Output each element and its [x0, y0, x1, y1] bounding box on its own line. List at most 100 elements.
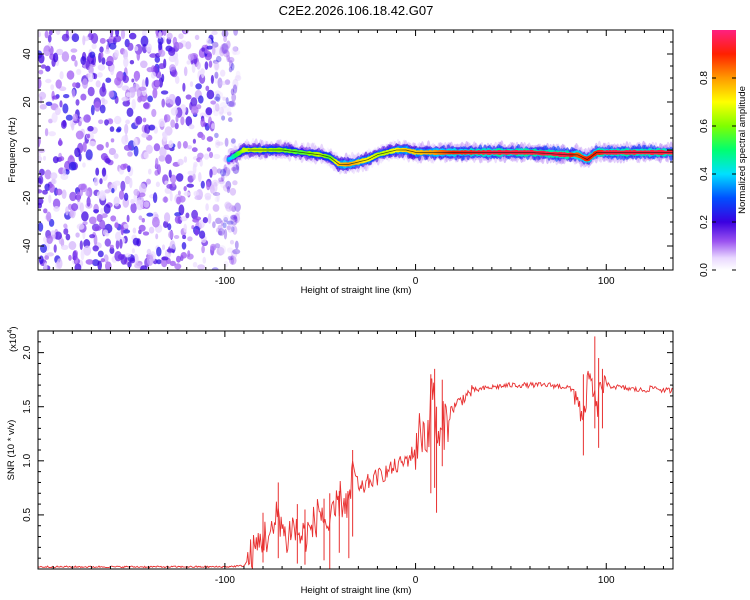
- noise-speckle: [145, 43, 152, 52]
- spectrogram-y-ticks: -40 -20 0 20 40: [22, 41, 673, 259]
- noise-speckle: [55, 30, 61, 35]
- colorbar-tick-label: 0.4: [699, 167, 710, 181]
- noise-speckle: [221, 115, 226, 121]
- noise-speckle: [90, 104, 95, 116]
- noise-speckle: [210, 243, 217, 251]
- noise-speckle: [105, 141, 109, 148]
- noise-speckle: [97, 64, 106, 71]
- noise-speckle: [222, 184, 231, 192]
- noise-speckle: [174, 263, 182, 270]
- spectrogram-ridge: [226, 137, 673, 175]
- noise-speckle: [69, 210, 74, 218]
- noise-speckle: [96, 191, 102, 199]
- noise-speckle: [46, 252, 55, 257]
- noise-speckle: [69, 191, 77, 202]
- noise-speckle: [105, 77, 112, 83]
- noise-speckle: [228, 60, 233, 68]
- noise-speckle: [129, 60, 135, 65]
- noise-speckle: [82, 141, 87, 153]
- noise-speckle: [87, 72, 94, 83]
- noise-speckle: [158, 49, 166, 57]
- noise-speckle: [63, 223, 68, 229]
- noise-speckle: [178, 33, 184, 40]
- noise-speckle: [226, 186, 231, 194]
- noise-speckle: [115, 239, 120, 250]
- noise-speckle: [170, 107, 178, 116]
- noise-speckle: [89, 216, 97, 225]
- noise-speckle: [55, 188, 63, 196]
- noise-speckle: [100, 52, 104, 59]
- noise-speckle: [131, 78, 135, 83]
- noise-speckle: [232, 225, 238, 235]
- noise-speckle: [103, 203, 111, 214]
- noise-speckle: [43, 155, 46, 161]
- noise-speckle: [122, 229, 131, 234]
- noise-speckle: [230, 249, 238, 259]
- noise-speckle: [227, 101, 235, 107]
- noise-speckle: [193, 190, 199, 197]
- noise-speckle: [233, 213, 241, 224]
- noise-speckle: [163, 220, 169, 228]
- noise-speckle: [224, 137, 229, 147]
- noise-speckle: [185, 94, 192, 100]
- noise-speckle: [211, 123, 215, 130]
- noise-speckle: [153, 143, 161, 152]
- noise-speckle: [138, 224, 146, 232]
- noise-speckle: [234, 75, 242, 81]
- noise-speckle: [50, 84, 55, 91]
- noise-speckle: [60, 244, 69, 250]
- noise-speckle: [169, 240, 176, 252]
- noise-speckle: [61, 51, 70, 62]
- noise-speckle: [199, 230, 206, 239]
- noise-speckle: [206, 38, 212, 45]
- noise-speckle: [70, 48, 78, 53]
- noise-speckle: [109, 64, 115, 76]
- colorbar: 0.0 0.2 0.4 0.6 0.8 Normalized spectral ampl…: [699, 30, 748, 277]
- noise-speckle: [205, 107, 213, 116]
- noise-speckle: [206, 136, 214, 142]
- noise-speckle: [44, 255, 50, 260]
- noise-speckle: [122, 85, 127, 91]
- colorbar-gradient: [712, 30, 736, 270]
- noise-speckle: [182, 141, 188, 149]
- noise-speckle: [108, 90, 115, 98]
- noise-speckle: [190, 105, 199, 115]
- noise-speckle: [162, 196, 169, 203]
- noise-speckle: [156, 259, 162, 265]
- noise-speckle: [93, 101, 101, 112]
- noise-speckle: [76, 223, 85, 230]
- noise-speckle: [113, 180, 121, 186]
- snr-y-scale-close: ): [8, 326, 19, 329]
- noise-speckle: [229, 239, 235, 245]
- noise-speckle: [198, 95, 204, 104]
- noise-speckle: [211, 30, 218, 36]
- noise-speckle: [82, 35, 86, 46]
- noise-speckle: [38, 53, 45, 64]
- noise-speckle: [163, 114, 171, 123]
- noise-speckle: [126, 214, 130, 223]
- noise-speckle: [46, 211, 52, 222]
- noise-speckle: [53, 206, 60, 212]
- noise-speckle: [87, 86, 95, 97]
- noise-speckle: [217, 77, 223, 89]
- noise-speckle: [139, 183, 147, 195]
- noise-speckle: [100, 208, 104, 215]
- noise-speckle: [231, 138, 236, 144]
- noise-speckle: [38, 197, 44, 206]
- x-tick-label: -100: [215, 575, 235, 586]
- noise-speckle: [109, 247, 115, 254]
- noise-speckle: [138, 192, 146, 198]
- noise-speckle: [194, 34, 200, 41]
- noise-speckle: [152, 216, 160, 228]
- noise-speckle: [89, 51, 96, 59]
- noise-speckle: [100, 258, 106, 263]
- noise-speckle: [80, 93, 87, 101]
- noise-speckle: [129, 257, 136, 264]
- noise-speckle: [75, 130, 84, 140]
- noise-speckle: [164, 180, 169, 185]
- noise-speckle: [188, 124, 195, 130]
- noise-speckle: [124, 123, 129, 135]
- noise-speckle: [231, 45, 238, 56]
- noise-speckle: [136, 199, 144, 211]
- x-tick-label: 0: [413, 276, 419, 287]
